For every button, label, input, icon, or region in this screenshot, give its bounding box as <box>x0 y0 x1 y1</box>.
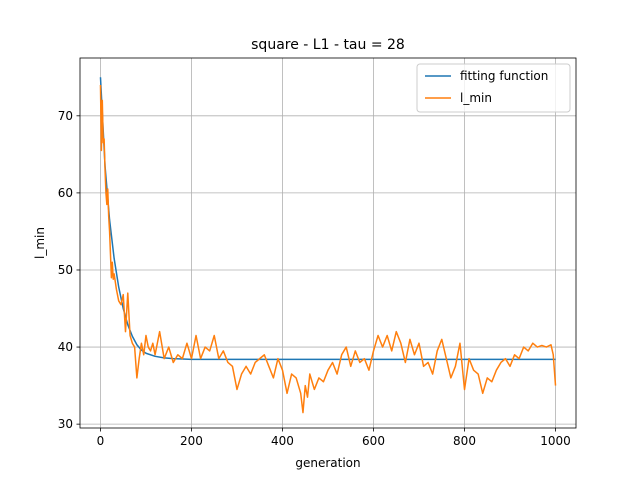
y-axis: 30 40 50 60 70 <box>58 109 80 431</box>
series-line-fitting-function <box>99 77 556 361</box>
legend-label: fitting function <box>460 69 548 83</box>
series-line-l-min <box>99 84 557 414</box>
y-tick-label: 40 <box>58 340 73 354</box>
plot-area <box>80 58 576 428</box>
x-tick-label: 600 <box>362 434 385 448</box>
y-tick-label: 30 <box>58 417 73 431</box>
y-tick-label: 70 <box>58 109 73 123</box>
chart-title: square - L1 - tau = 28 <box>251 37 405 53</box>
legend: fitting function l_min <box>416 63 571 113</box>
series-layer <box>99 77 557 414</box>
y-tick-label: 60 <box>58 186 73 200</box>
x-tick-label: 0 <box>97 434 105 448</box>
legend-box <box>416 63 571 113</box>
legend-label: l_min <box>460 91 492 105</box>
y-tick-label: 50 <box>58 263 73 277</box>
y-axis-label: l_min <box>33 227 47 259</box>
x-tick-label: 800 <box>453 434 476 448</box>
x-tick-label: 400 <box>271 434 294 448</box>
x-axis-label: generation <box>295 456 360 470</box>
x-tick-label: 1000 <box>540 434 571 448</box>
plot-frame <box>79 57 577 429</box>
x-axis: 0 200 400 600 800 1000 <box>97 428 571 448</box>
x-tick-label: 200 <box>180 434 203 448</box>
